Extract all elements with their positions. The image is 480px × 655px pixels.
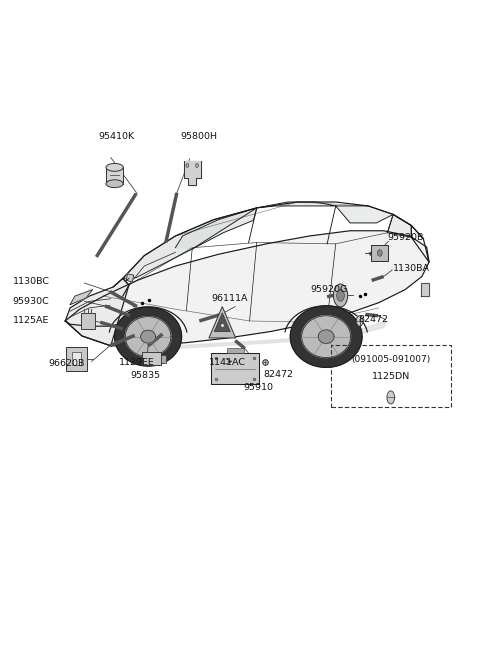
Text: 1130BA: 1130BA [393,264,430,273]
Ellipse shape [387,391,395,404]
Polygon shape [115,307,181,366]
Polygon shape [65,231,429,346]
Text: 95910: 95910 [244,383,274,392]
Polygon shape [387,214,411,237]
Text: 1129EE: 1129EE [120,358,155,367]
Text: 95920B: 95920B [387,233,424,242]
Text: 1141AC: 1141AC [209,358,246,367]
Ellipse shape [195,164,198,168]
Ellipse shape [106,179,123,187]
Text: 95930C: 95930C [12,297,49,306]
Polygon shape [175,208,257,249]
Ellipse shape [106,164,123,172]
Text: 1130BC: 1130BC [12,277,49,286]
Bar [331,345,451,407]
Text: 95920G: 95920G [311,285,348,294]
Polygon shape [72,352,81,365]
Text: 96111A: 96111A [211,293,248,303]
Polygon shape [111,321,387,348]
Polygon shape [214,313,230,331]
Text: 82472: 82472 [359,315,389,324]
Text: 95410K: 95410K [99,132,135,141]
Ellipse shape [336,290,344,301]
Polygon shape [336,206,393,223]
Polygon shape [290,306,362,367]
Polygon shape [257,202,336,208]
Polygon shape [227,348,244,353]
Ellipse shape [377,250,382,256]
Text: 1125DN: 1125DN [372,372,410,381]
Polygon shape [142,352,161,365]
Text: 1125AE: 1125AE [12,316,49,326]
Polygon shape [141,330,156,343]
Polygon shape [421,283,429,296]
Polygon shape [66,347,87,371]
Polygon shape [211,353,259,384]
Ellipse shape [356,316,363,326]
Polygon shape [106,168,123,183]
Text: 82472: 82472 [263,370,293,379]
Ellipse shape [333,284,348,307]
Text: 96620B: 96620B [48,359,85,368]
Text: 95800H: 95800H [180,132,217,141]
Polygon shape [183,161,201,185]
Ellipse shape [186,164,189,168]
Polygon shape [70,290,93,305]
Polygon shape [161,355,166,363]
Polygon shape [126,274,134,282]
Polygon shape [209,307,236,338]
Polygon shape [318,330,334,343]
Polygon shape [371,245,388,261]
Text: 95835: 95835 [130,371,160,380]
Polygon shape [125,316,171,356]
Text: (091005-091007): (091005-091007) [351,355,431,364]
Polygon shape [65,278,129,346]
Polygon shape [81,313,95,329]
Polygon shape [123,208,257,278]
Polygon shape [302,316,350,358]
